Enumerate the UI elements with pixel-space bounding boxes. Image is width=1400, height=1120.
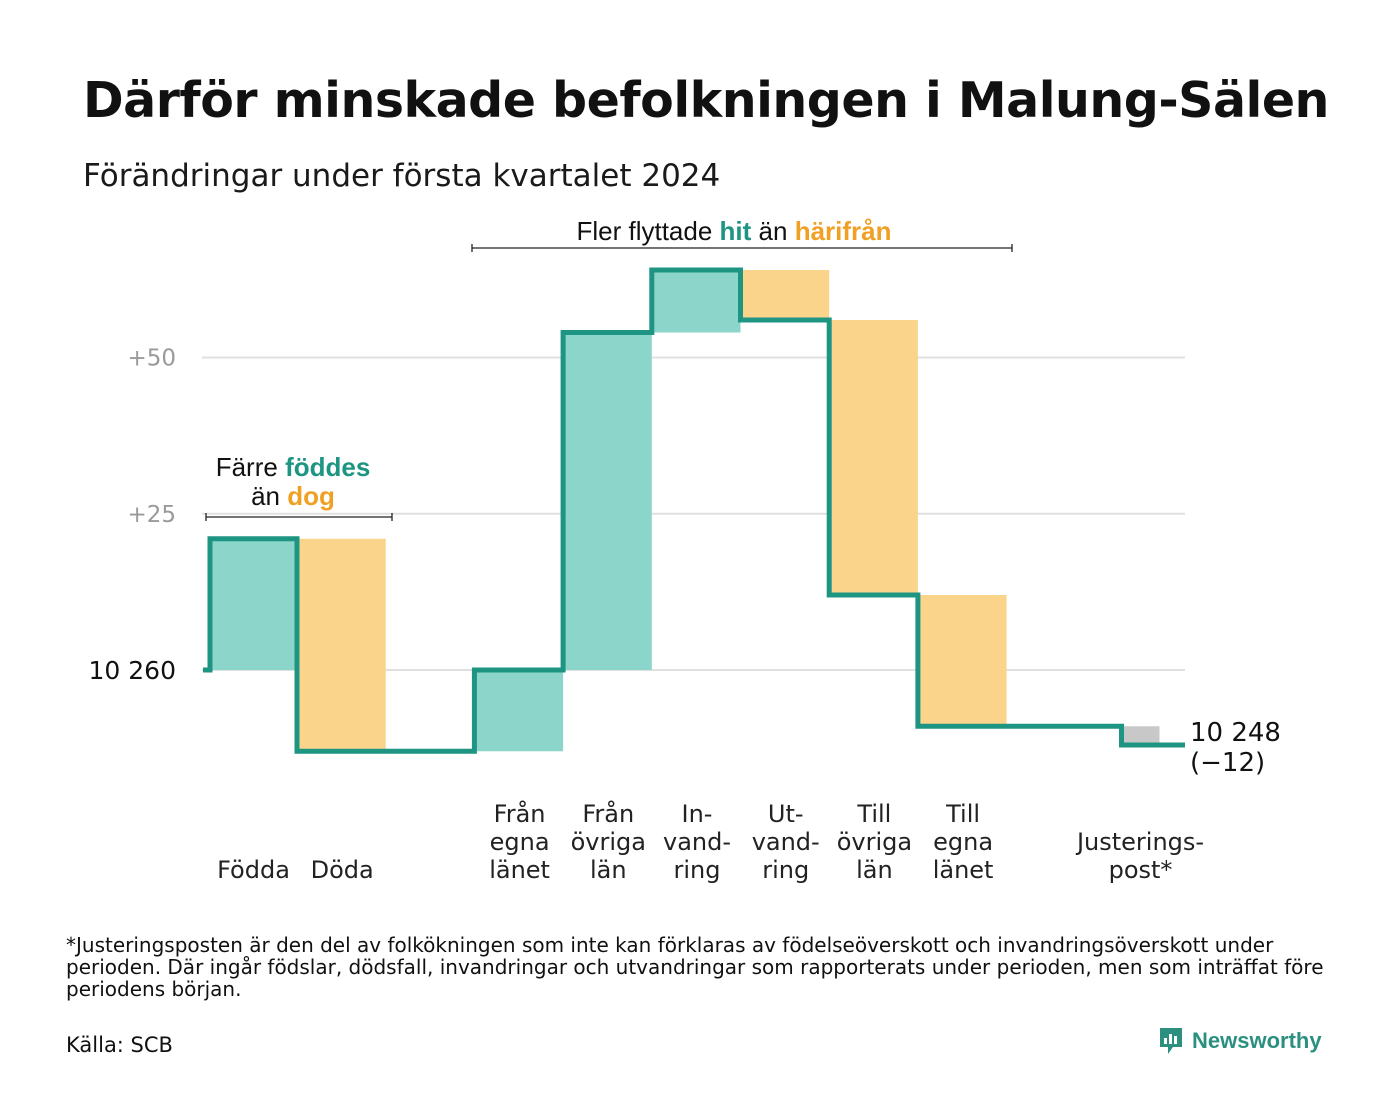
x-tick-label: övriga	[837, 828, 912, 856]
chart-title: Därför minskade befolkningen i Malung-Sä…	[83, 72, 1329, 129]
x-tick-label: vand-	[752, 828, 820, 856]
x-tick-label: In-	[682, 800, 713, 828]
start-value-label: 10 260	[89, 656, 176, 685]
migration-annotation: Fler flyttade hit än härifrån	[471, 216, 1013, 252]
end-value-label: 10 248 (−12)	[1190, 718, 1281, 778]
x-tick-label: Ut-	[768, 800, 804, 828]
x-tick-label: länet	[489, 856, 550, 884]
bar	[298, 538, 386, 752]
x-axis-labels: Födda DödaFrånegnalänetFrånövrigalänIn-va…	[217, 799, 1204, 884]
bars	[210, 270, 1160, 752]
end-change: (−12)	[1190, 748, 1265, 778]
step-line	[203, 267, 1185, 754]
x-tick-label: Från	[494, 799, 546, 828]
x-tick-label: Justerings-	[1075, 828, 1204, 856]
source-note: Källa: SCB	[66, 1033, 173, 1057]
births-annotation-highlight: föddes	[285, 452, 370, 482]
bar	[830, 320, 918, 595]
migration-annotation-highlight-out: härifrån	[795, 216, 892, 246]
running-total-line	[203, 267, 1185, 754]
x-tick-label: ring	[674, 856, 721, 884]
footnote: *Justeringsposten är den del av folkökni…	[66, 933, 1324, 1001]
x-tick-label: egna	[490, 828, 550, 856]
brand-logo: Newsworthy	[1158, 1026, 1322, 1056]
x-tick-label: vand-	[663, 828, 731, 856]
y-tick-label: +50	[127, 346, 176, 372]
bar	[564, 332, 652, 670]
deaths-annotation-highlight: dog	[287, 481, 335, 511]
x-tick-label: Till	[945, 800, 980, 828]
x-tick-label: ring	[762, 856, 809, 884]
y-tick-label: +25	[127, 502, 176, 528]
y-axis: 10 260 +25 +50	[89, 346, 176, 686]
x-tick-label: övriga	[571, 828, 646, 856]
x-tick-label: län	[856, 856, 893, 884]
births-annotation-bracket	[205, 513, 393, 521]
chart-subtitle: Förändringar under första kvartalet 2024	[83, 158, 721, 194]
migration-annotation-bracket	[471, 244, 1013, 252]
waterfall-chart: 10 260+25+50 Födda DödaFrånegnalänetFrånö…	[89, 216, 1281, 884]
brand-name: Newsworthy	[1192, 1028, 1322, 1053]
x-tick-label: Från	[582, 799, 634, 828]
x-tick-label: länet	[933, 856, 994, 884]
x-tick-label: post*	[1109, 856, 1173, 884]
migration-annotation-text: Fler flyttade hit än härifrån	[576, 216, 891, 246]
bar	[1121, 726, 1160, 745]
x-tick-label: egna	[933, 828, 993, 856]
bar	[742, 270, 830, 320]
bar	[653, 270, 741, 333]
x-tick-label: Döda	[311, 856, 374, 884]
x-tick-label: Födda	[217, 856, 290, 884]
x-tick-label: län	[590, 856, 627, 884]
bar	[210, 538, 297, 670]
births-annotation-line2: än dog	[251, 481, 335, 511]
bar	[919, 595, 1007, 727]
migration-annotation-highlight-in: hit	[720, 216, 752, 246]
births-annotation: Färre föddes än dog	[205, 452, 393, 521]
x-tick-label: Till	[856, 800, 891, 828]
births-annotation-line1: Färre föddes	[216, 452, 371, 482]
end-value: 10 248	[1190, 718, 1281, 748]
newsworthy-logo-icon	[1160, 1028, 1182, 1054]
bar	[476, 670, 564, 752]
